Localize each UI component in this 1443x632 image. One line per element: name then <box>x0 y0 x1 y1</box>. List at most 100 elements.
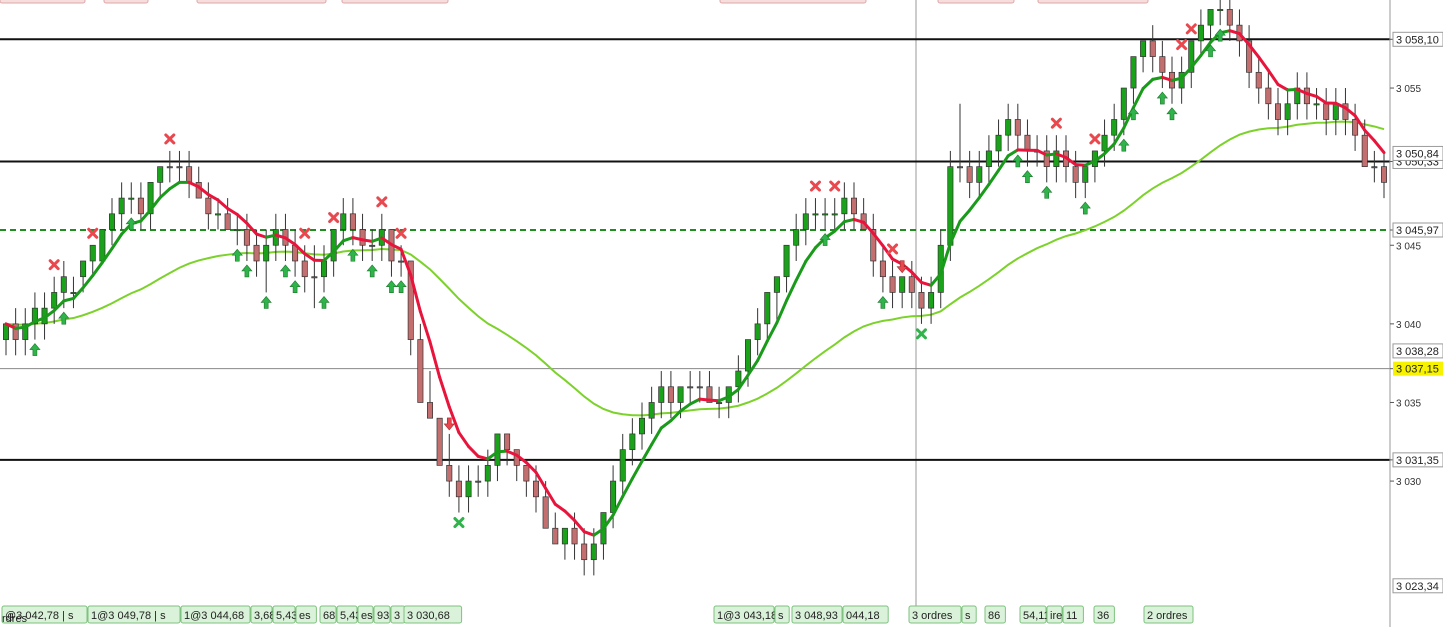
candle-body <box>986 151 991 167</box>
candle-body <box>639 418 644 434</box>
ema-fast-segment <box>1317 96 1327 103</box>
candle-body <box>109 214 114 230</box>
order-chip[interactable]: 3 ordres <box>909 606 961 623</box>
order-chip-label: es <box>361 610 373 622</box>
order-chip[interactable]: 044,18 <box>843 606 888 623</box>
candle-body <box>1218 9 1223 10</box>
candle-body <box>341 214 346 230</box>
candle-body <box>321 261 326 277</box>
order-chip[interactable]: 1@3 043,18 <box>714 606 777 623</box>
order-chip[interactable]: es <box>358 606 373 623</box>
candle-body <box>235 230 240 231</box>
candle-body <box>697 387 702 388</box>
order-chip-label: 3 ordres <box>912 610 953 622</box>
candle-body <box>967 167 972 183</box>
order-chip[interactable]: 5,43 <box>273 606 297 623</box>
order-chip[interactable]: 3 030,68 <box>404 606 462 623</box>
arrow-up-icon <box>386 281 396 293</box>
order-chip[interactable]: 3,68 <box>251 606 275 623</box>
order-chip[interactable]: s <box>775 606 789 623</box>
order-chip[interactable]: 93 <box>374 606 390 623</box>
arrow-up-icon <box>1013 155 1023 167</box>
candle-body <box>765 292 770 323</box>
candle-body <box>948 167 953 246</box>
order-chip[interactable]: 2 ordres <box>1144 606 1193 623</box>
axis-tick-label: 3 030 <box>1396 477 1421 488</box>
arrow-up-icon <box>59 312 69 324</box>
order-chip[interactable]: es <box>296 606 316 623</box>
candle-body <box>1285 104 1290 120</box>
ema-fast-segment <box>787 280 797 300</box>
candle-body <box>1112 119 1117 135</box>
order-chip-label: 11 <box>1066 610 1077 622</box>
ema-fast-segment <box>777 301 787 323</box>
candle-body <box>1160 57 1165 73</box>
ema-fast-segment <box>565 511 575 520</box>
candle-body <box>1256 72 1261 88</box>
ema-fast-segment <box>642 444 652 461</box>
order-chip[interactable]: 3 <box>391 606 405 623</box>
arrow-up-icon <box>319 296 329 308</box>
ema-fast-segment <box>469 446 479 456</box>
arrow-up-icon <box>367 265 377 277</box>
candle-body <box>52 292 57 308</box>
candle-body <box>80 261 85 277</box>
order-chip-label: 3 030,68 <box>407 610 450 622</box>
ema-fast-segment <box>343 238 353 241</box>
candle-body <box>900 277 905 293</box>
order-chip[interactable]: 36 <box>1094 606 1114 623</box>
axis-tick-label: 3 040 <box>1396 320 1421 331</box>
candle-body <box>427 402 432 418</box>
ema-fast-segment <box>690 399 700 404</box>
candle-body <box>447 465 452 481</box>
ema-fast-segment <box>237 215 247 224</box>
candle-body <box>456 481 461 497</box>
order-chip[interactable]: 68 <box>320 606 336 623</box>
ema-fast-segment <box>1143 79 1153 88</box>
ema-fast-segment <box>632 461 642 478</box>
axis-price-label: 3 050,84 <box>1396 148 1439 160</box>
ema-fast-segment <box>970 198 980 210</box>
candle-body <box>504 434 509 450</box>
order-chip[interactable]: 1@3 049,78 | s <box>88 606 180 623</box>
candle-body <box>350 214 355 230</box>
candle-body <box>553 528 558 544</box>
candle-body <box>832 214 837 215</box>
order-chip[interactable]: 54,11 <box>1020 606 1050 623</box>
ema-fast-segment <box>999 156 1009 171</box>
top-order-chip <box>0 0 85 3</box>
ema-fast-segment <box>430 342 440 377</box>
price-axis: 3 058,103 050,333 045,973 037,153 031,35… <box>1390 0 1443 627</box>
candle-body <box>360 230 365 246</box>
candle-body <box>716 402 721 403</box>
order-chip[interactable]: 3 048,93 <box>792 606 842 623</box>
candle-body <box>909 277 914 293</box>
candle-body <box>61 277 66 293</box>
axis-tick-label: 3 055 <box>1396 84 1421 95</box>
top-order-chip <box>1038 0 1148 3</box>
candle-body <box>688 387 693 388</box>
candle-body <box>630 434 635 450</box>
ema-fast-segment <box>989 170 999 184</box>
top-order-chip <box>197 0 326 3</box>
buy-signal-cross-icon <box>455 519 463 527</box>
order-chip-label: 044,18 <box>846 610 880 622</box>
candle-body <box>129 198 134 199</box>
order-chip[interactable]: 86 <box>985 606 1005 623</box>
order-chip[interactable]: s <box>962 606 976 623</box>
arrow-up-icon <box>396 281 406 293</box>
order-chip[interactable]: 11 <box>1063 606 1083 623</box>
order-chip[interactable]: 1@3 044,68 <box>181 606 250 623</box>
candle-body <box>1381 167 1386 183</box>
ema-fast-segment <box>960 210 970 221</box>
candle-body <box>928 292 933 308</box>
candle-body <box>1150 41 1155 57</box>
candle-body <box>1083 167 1088 183</box>
sell-signal-cross-icon <box>831 182 839 190</box>
sell-signal-cross-icon <box>1178 41 1186 49</box>
order-chip-label: s <box>778 610 784 622</box>
ema-fast-segment <box>1268 70 1278 84</box>
